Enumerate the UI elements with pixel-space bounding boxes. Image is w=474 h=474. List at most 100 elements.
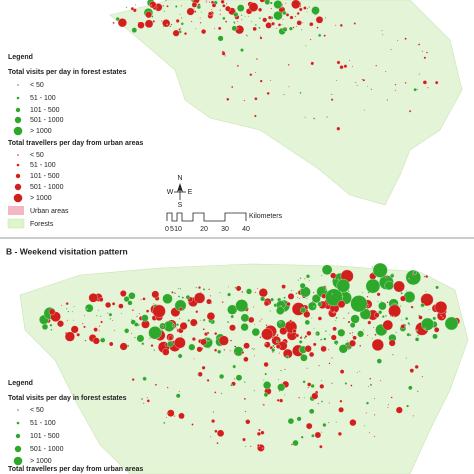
site-marker bbox=[319, 383, 325, 389]
site-marker bbox=[224, 55, 226, 57]
site-marker bbox=[328, 362, 331, 365]
site-marker bbox=[195, 324, 198, 326]
site-marker bbox=[292, 328, 297, 334]
site-marker bbox=[175, 18, 180, 23]
site-marker bbox=[365, 401, 370, 405]
site-marker bbox=[84, 339, 87, 342]
site-marker bbox=[323, 34, 326, 37]
site-marker bbox=[259, 79, 263, 83]
site-marker bbox=[259, 336, 262, 339]
site-marker bbox=[162, 25, 165, 28]
site-marker bbox=[134, 322, 139, 327]
site-marker bbox=[338, 344, 348, 354]
legend-title: Legend bbox=[8, 54, 33, 61]
site-marker bbox=[321, 344, 323, 347]
site-marker bbox=[359, 344, 362, 347]
site-marker bbox=[292, 26, 295, 29]
site-marker bbox=[205, 1, 208, 3]
site-marker bbox=[395, 331, 397, 334]
site-marker bbox=[349, 339, 356, 347]
site-marker bbox=[152, 304, 166, 318]
site-marker bbox=[416, 329, 419, 332]
site-marker bbox=[400, 324, 406, 329]
site-marker bbox=[149, 1, 157, 9]
site-marker bbox=[444, 316, 459, 331]
site-marker bbox=[312, 342, 317, 347]
site-marker bbox=[260, 296, 266, 302]
site-marker bbox=[136, 315, 138, 318]
site-marker bbox=[151, 290, 160, 299]
site-marker bbox=[179, 287, 182, 290]
site-marker bbox=[190, 0, 194, 2]
site-marker bbox=[428, 308, 430, 311]
site-marker bbox=[386, 301, 389, 304]
site-marker bbox=[279, 398, 284, 403]
site-marker bbox=[240, 323, 249, 332]
site-marker bbox=[137, 21, 145, 29]
site-marker bbox=[306, 7, 309, 10]
site-marker bbox=[210, 0, 215, 4]
site-marker bbox=[276, 398, 280, 402]
site-marker bbox=[200, 338, 207, 346]
site-marker bbox=[425, 290, 427, 293]
site-marker bbox=[384, 70, 387, 73]
site-marker bbox=[434, 301, 448, 314]
site-marker bbox=[217, 26, 222, 31]
site-marker bbox=[130, 318, 133, 321]
site-marker bbox=[176, 323, 179, 327]
site-marker bbox=[396, 39, 399, 42]
site-marker bbox=[178, 317, 181, 320]
site-marker bbox=[359, 370, 361, 373]
site-marker bbox=[271, 21, 275, 26]
legend-b: Legend Total visits per day in forest es… bbox=[8, 380, 143, 473]
site-marker bbox=[361, 78, 364, 81]
site-marker bbox=[331, 293, 334, 295]
site-marker bbox=[320, 400, 324, 403]
site-marker bbox=[149, 337, 151, 340]
site-marker bbox=[245, 288, 253, 295]
site-marker bbox=[113, 329, 116, 332]
legend-label: Urban areas bbox=[30, 208, 69, 215]
site-marker bbox=[105, 301, 112, 309]
site-marker bbox=[98, 297, 104, 302]
site-marker bbox=[206, 331, 210, 335]
site-marker bbox=[388, 339, 396, 347]
site-marker bbox=[331, 357, 333, 359]
site-marker bbox=[349, 322, 356, 328]
site-marker bbox=[414, 364, 419, 369]
site-marker bbox=[376, 292, 381, 297]
site-marker bbox=[191, 337, 196, 342]
site-marker bbox=[376, 358, 382, 364]
site-marker bbox=[150, 344, 154, 348]
site-marker bbox=[118, 303, 124, 309]
site-marker bbox=[280, 369, 282, 372]
site-marker bbox=[131, 378, 135, 382]
legend-heading: Total visits per day in forest estates bbox=[8, 395, 127, 402]
site-marker bbox=[162, 293, 173, 304]
site-marker bbox=[194, 28, 197, 30]
site-marker bbox=[264, 0, 271, 5]
site-marker bbox=[195, 286, 198, 289]
site-marker bbox=[131, 309, 134, 312]
site-marker bbox=[81, 322, 84, 325]
site-marker bbox=[290, 289, 293, 292]
site-marker bbox=[109, 317, 112, 320]
site-marker bbox=[367, 385, 370, 388]
site-marker bbox=[262, 17, 268, 23]
site-marker bbox=[313, 327, 315, 330]
site-marker bbox=[305, 422, 313, 430]
site-marker bbox=[405, 269, 421, 286]
site-marker bbox=[190, 20, 193, 23]
site-marker bbox=[97, 309, 100, 312]
site-marker bbox=[254, 291, 257, 294]
site-marker bbox=[65, 307, 68, 310]
legend-heading: Total travellers per day from urban area… bbox=[8, 140, 143, 147]
site-marker bbox=[329, 334, 331, 336]
legend-label: > 1000 bbox=[30, 195, 52, 202]
site-marker bbox=[230, 339, 233, 342]
site-marker bbox=[264, 372, 268, 376]
site-marker bbox=[347, 290, 350, 293]
site-marker bbox=[119, 342, 128, 351]
legend-symbol bbox=[15, 433, 21, 439]
site-marker bbox=[251, 327, 260, 337]
